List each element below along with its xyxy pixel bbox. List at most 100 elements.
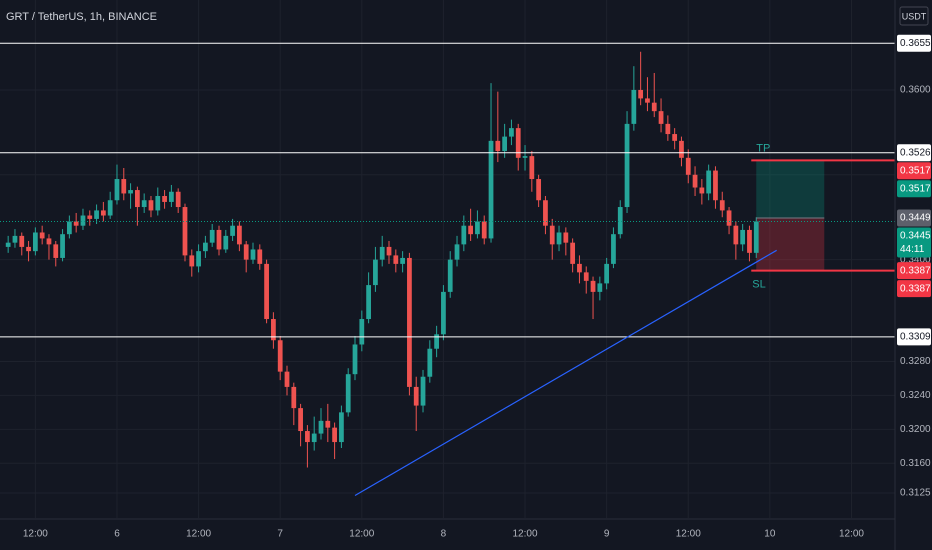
candle-body <box>94 210 99 219</box>
candle-body <box>284 371 290 387</box>
x-tick-label: 12:00 <box>349 529 374 540</box>
candle-body <box>502 136 508 152</box>
candle-body <box>420 376 426 406</box>
candle-body <box>271 319 276 341</box>
currency-button[interactable] <box>899 6 929 26</box>
candle-body <box>658 111 664 124</box>
price-label: 0.3449 <box>900 213 931 224</box>
candle-body <box>332 427 337 443</box>
candle-body <box>121 179 127 194</box>
candle-body <box>141 200 147 208</box>
countdown-label: 44:11 <box>900 244 925 255</box>
candle-body <box>148 200 154 211</box>
candle-body <box>311 433 317 443</box>
candle-body <box>230 225 235 236</box>
price-label: 0.3387 <box>900 283 931 294</box>
x-tick-label: 12:00 <box>676 529 701 540</box>
candle-body <box>277 340 283 372</box>
take-profit-zone <box>756 160 825 219</box>
price-label-box <box>897 162 931 180</box>
candle-body <box>536 179 542 201</box>
candle-body <box>87 215 93 219</box>
candle-body <box>66 221 72 235</box>
candle-body <box>645 98 650 103</box>
candle-body <box>461 225 467 245</box>
y-tick-label: 0.3240 <box>900 390 931 401</box>
y-tick-label: 0.3400 <box>900 254 931 265</box>
candle-body <box>454 244 460 260</box>
candle-body <box>679 140 684 158</box>
candle-body <box>305 431 310 443</box>
candle-body <box>339 412 344 443</box>
candle-body <box>237 225 242 245</box>
chart-title: GRT / TetherUS, 1h, BINANCE <box>6 11 157 23</box>
candle-body <box>515 128 521 158</box>
candle-body <box>427 348 433 377</box>
candle-body <box>577 263 582 273</box>
candle-body <box>80 215 86 226</box>
candle-body <box>345 374 351 413</box>
candle-body <box>182 207 188 256</box>
candle-body <box>556 232 562 245</box>
price-label: 0.3517 <box>900 165 931 176</box>
candle-body <box>509 128 514 137</box>
candle-body <box>162 196 167 202</box>
candle-body <box>665 123 671 135</box>
candle-body <box>60 234 65 258</box>
tp-label: TP <box>756 142 770 154</box>
currency-label[interactable]: USDT <box>902 11 927 21</box>
price-label: 0.3517 <box>900 183 931 194</box>
candle-body <box>672 134 678 141</box>
price-label-box <box>897 227 931 258</box>
candle-body <box>12 235 18 243</box>
x-tick-label: 6 <box>114 529 120 540</box>
candle-body <box>5 242 11 247</box>
candle-body <box>488 140 494 239</box>
candle-body <box>39 232 45 239</box>
candle-body <box>155 196 161 211</box>
y-tick-label: 0.3125 <box>900 488 931 499</box>
candle-body <box>549 225 555 245</box>
candle-body <box>441 291 446 335</box>
candle-body <box>719 200 725 211</box>
trend-line <box>354 249 777 497</box>
candle-body <box>563 232 569 243</box>
candle-body <box>713 170 718 201</box>
candle-body <box>264 263 269 320</box>
price-label: 0.3526 <box>900 147 931 158</box>
candle-body <box>196 251 201 267</box>
candle-body <box>169 191 174 202</box>
price-label: 0.3445 <box>900 231 931 242</box>
price-label-box <box>897 280 931 298</box>
candle-body <box>495 140 501 152</box>
price-label-box <box>897 209 931 227</box>
candle-body <box>189 255 195 267</box>
candle-body <box>386 246 392 256</box>
price-label-box <box>897 34 931 52</box>
y-tick-label: 0.3280 <box>900 356 931 367</box>
candle-body <box>597 283 603 292</box>
candle-body <box>53 244 59 258</box>
candle-body <box>481 221 487 239</box>
candle-body <box>216 229 222 250</box>
candle-body <box>318 420 324 434</box>
x-tick-label: 7 <box>277 529 283 540</box>
candle-body <box>373 259 378 286</box>
price-label: 0.3309 <box>900 331 931 342</box>
candle-body <box>134 190 140 208</box>
candle-body <box>475 221 480 235</box>
candle-body <box>726 210 732 226</box>
price-label: 0.3387 <box>900 265 931 276</box>
candle-body <box>699 187 705 194</box>
candle-body <box>257 249 263 264</box>
x-tick-label: 10 <box>764 529 776 540</box>
candle-body <box>400 257 405 264</box>
candle-body <box>624 123 630 208</box>
candle-body <box>114 179 120 201</box>
sl-label: SL <box>752 279 765 291</box>
candle-body <box>46 238 52 245</box>
candle-body <box>706 170 712 194</box>
x-tick-label: 8 <box>441 529 447 540</box>
candle-body <box>325 420 331 428</box>
